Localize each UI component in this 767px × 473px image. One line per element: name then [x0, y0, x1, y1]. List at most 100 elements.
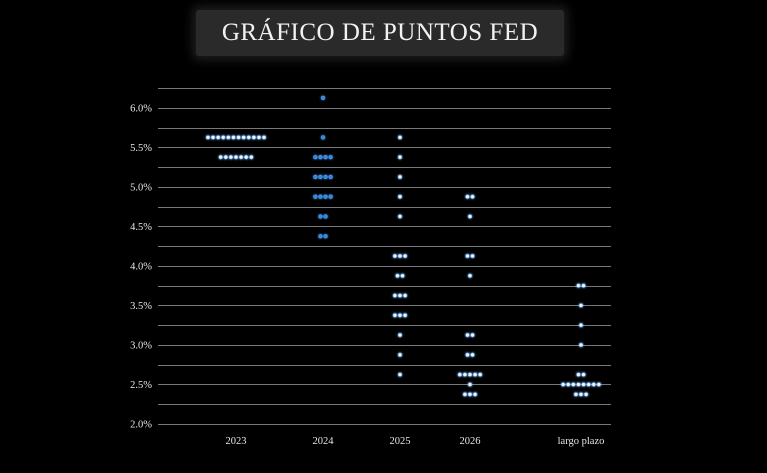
dot-point [465, 332, 470, 338]
dot-point [323, 155, 328, 160]
dot-point [256, 135, 262, 140]
dot-point [591, 382, 596, 387]
dot-point [395, 273, 400, 278]
dot-point [578, 392, 584, 397]
dot-point [586, 382, 591, 387]
dots-layer [205, 95, 601, 397]
dot-point [223, 155, 228, 160]
dot-point [313, 174, 318, 180]
dot-point [467, 214, 473, 219]
dot-point [328, 174, 333, 180]
dot-point [318, 194, 323, 199]
dot-point [392, 253, 398, 259]
y-tick-label: 2.0% [130, 420, 152, 431]
dot-point [465, 253, 470, 259]
x-tick-label: largo plazo [558, 436, 605, 447]
dot-point [467, 392, 473, 397]
dot-point [576, 372, 581, 377]
dot-point [261, 135, 267, 140]
dot-point [210, 135, 216, 140]
dot-point [320, 95, 326, 101]
dot-point [566, 382, 571, 387]
dot-point [470, 253, 475, 259]
dot-point [397, 313, 403, 318]
dot-point [470, 194, 475, 199]
dot-point [397, 214, 403, 219]
y-tick-label: 6.0% [130, 103, 152, 114]
dot-point [238, 155, 244, 160]
dot-point [216, 135, 221, 140]
dot-point [478, 372, 483, 377]
dot-point [576, 382, 581, 387]
dot-point [318, 214, 323, 219]
y-tick-label: 2.5% [130, 380, 152, 391]
dot-point [313, 155, 318, 160]
dot-point [462, 372, 468, 377]
dot-point [470, 352, 475, 357]
dot-point [392, 293, 398, 298]
y-axis-ticks: 2.0% 2.5% 3.0% 3.5% 4.0% 4.5% 5.0% 5.5% 6.0% [130, 103, 152, 430]
x-tick-label: 2024 [313, 436, 335, 447]
dot-point [397, 372, 403, 377]
dot-point [323, 174, 328, 180]
dot-point [251, 135, 257, 140]
x-tick-label: 2025 [390, 436, 411, 447]
dot-point [571, 382, 576, 387]
title-banner: GRÁFICO DE PUNTOS FED [196, 10, 564, 56]
dot-point [397, 293, 403, 298]
y-tick-label: 3.5% [130, 301, 152, 312]
dot-point [249, 155, 254, 160]
gridlines [158, 88, 611, 425]
dot-point [581, 382, 586, 387]
dot-point [328, 194, 333, 199]
dot-point [467, 273, 473, 278]
dot-point [467, 382, 473, 387]
dot-point [397, 155, 403, 160]
dot-point [241, 135, 246, 140]
dot-point [246, 135, 251, 140]
dot-point [323, 234, 328, 239]
dot-point [578, 323, 584, 328]
dot-point [218, 155, 223, 160]
dot-point [581, 372, 586, 377]
dot-point [397, 352, 403, 357]
dot-point [397, 332, 403, 338]
dot-point [231, 135, 236, 140]
dot-point [457, 372, 462, 377]
dot-point [205, 135, 211, 140]
dot-point [578, 303, 584, 308]
dot-point [402, 313, 408, 318]
dot-point [397, 194, 403, 199]
dot-point [578, 342, 584, 348]
dot-point [581, 283, 586, 288]
dot-point [323, 214, 328, 219]
dot-point [400, 273, 405, 278]
dot-point [323, 194, 328, 199]
dot-point [228, 155, 234, 160]
y-tick-label: 5.0% [130, 182, 152, 193]
y-tick-label: 3.0% [130, 340, 152, 351]
y-tick-label: 4.0% [130, 261, 152, 272]
dot-point [470, 332, 475, 338]
dot-point [465, 194, 470, 199]
dot-point [226, 135, 231, 140]
dot-point [596, 382, 601, 387]
dot-point [402, 253, 408, 259]
dot-point [467, 372, 473, 377]
x-tick-label: 2023 [226, 436, 247, 447]
y-tick-label: 4.5% [130, 222, 152, 233]
dot-point [318, 234, 323, 239]
x-axis-ticks: 2023 2024 2025 2026 largo plazo [226, 436, 605, 447]
dot-point [318, 155, 323, 160]
dot-point [313, 194, 318, 199]
dot-point [244, 155, 249, 160]
dot-point [397, 135, 403, 140]
dot-point [402, 293, 408, 298]
dot-point [462, 392, 468, 397]
y-tick-label: 5.5% [130, 143, 152, 154]
x-tick-label: 2026 [460, 436, 481, 447]
dot-point [561, 382, 566, 387]
dot-point [320, 135, 326, 140]
dot-point [236, 135, 241, 140]
